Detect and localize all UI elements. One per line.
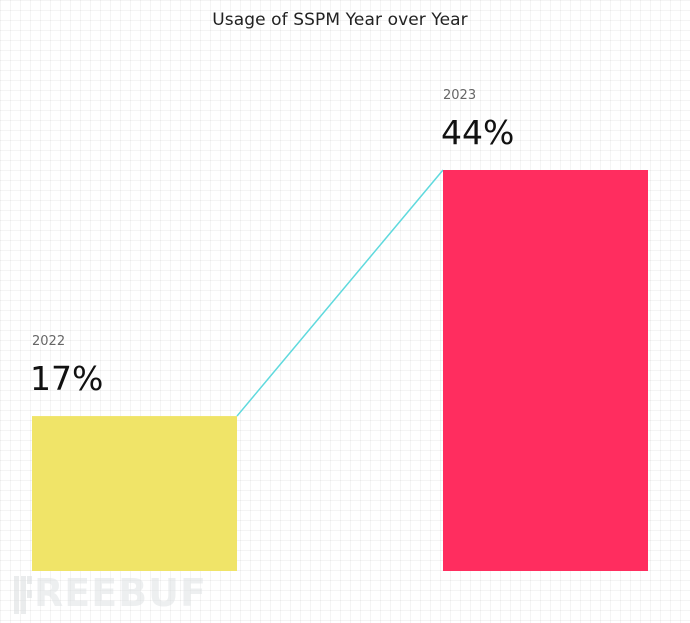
trend-connector-line bbox=[236, 169, 444, 417]
value-label-2022: 17% bbox=[30, 359, 103, 398]
bar-2022 bbox=[32, 416, 237, 571]
bar-2023 bbox=[443, 170, 648, 571]
freebuf-logo-icon bbox=[14, 572, 32, 614]
value-label-2023: 44% bbox=[441, 113, 514, 152]
category-label-2022: 2022 bbox=[32, 334, 65, 349]
chart-title: Usage of SSPM Year over Year bbox=[212, 10, 468, 30]
category-label-2023: 2023 bbox=[443, 88, 476, 103]
freebuf-watermark: REEBUF bbox=[14, 568, 207, 618]
watermark-text: REEBUF bbox=[34, 571, 207, 615]
